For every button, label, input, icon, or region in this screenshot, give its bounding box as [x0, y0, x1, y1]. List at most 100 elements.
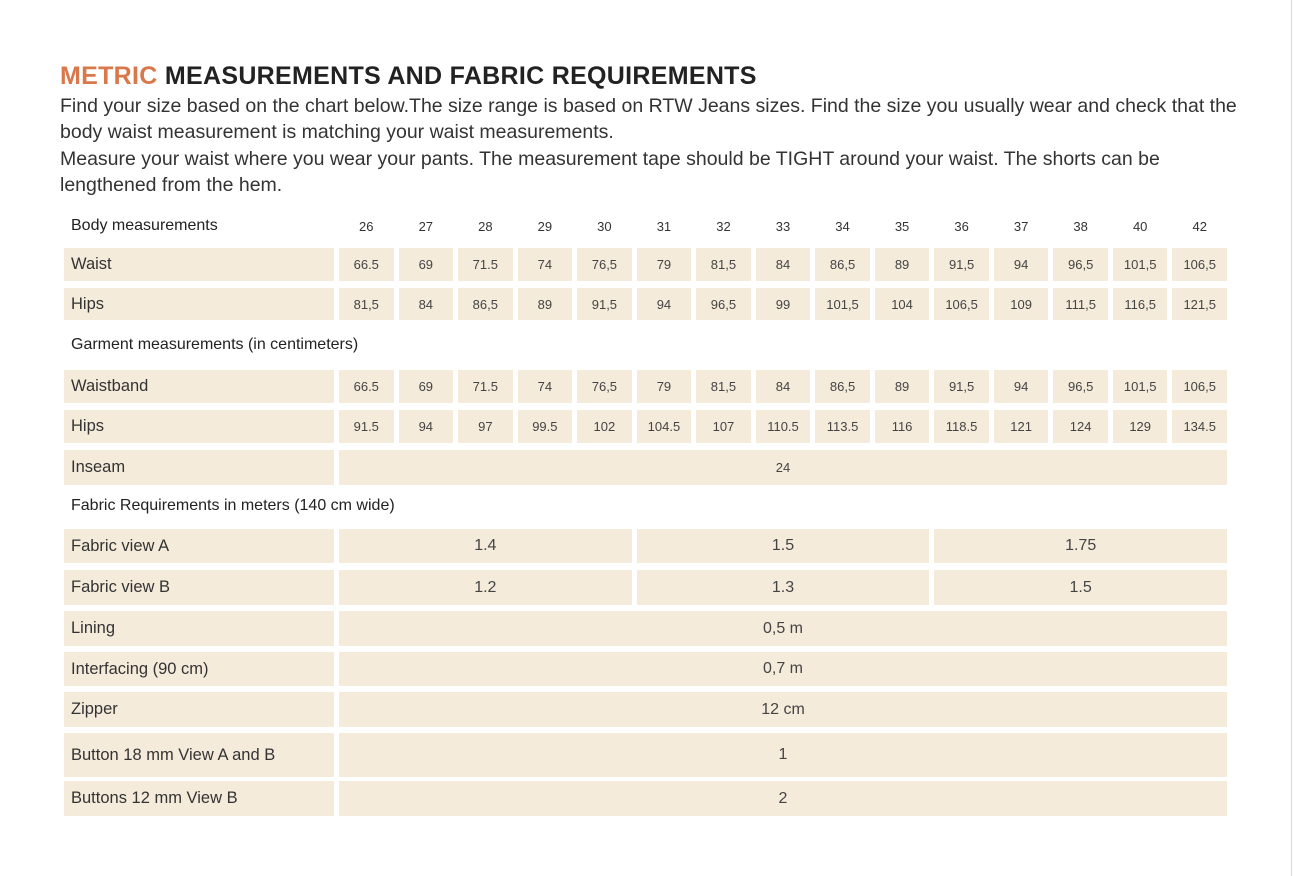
- table-cell: 81,5: [696, 370, 751, 403]
- table-cell: 124: [1053, 410, 1108, 443]
- table-cell: 2: [339, 781, 1227, 816]
- table-cell: 74: [517, 370, 573, 403]
- table-cell: 86,5: [815, 370, 870, 403]
- table-cell: 89: [874, 370, 930, 403]
- table-cell: 1.4: [339, 529, 632, 563]
- table-cell: 38: [1073, 218, 1088, 234]
- table-cell: 99: [755, 288, 811, 320]
- table-cell: 91,5: [934, 370, 989, 403]
- table-cell: 104: [874, 288, 930, 320]
- table-cell: 0,7 m: [339, 652, 1227, 686]
- table-cell: 36: [954, 218, 969, 234]
- table-cell: 94: [993, 370, 1049, 403]
- table-row: Body measurements 26 27 28 29 30 31 32 33 34 35 36 3…: [64, 212, 1227, 240]
- table-row: Inseam 24: [64, 450, 1227, 485]
- row-label: Body measurements: [71, 217, 218, 234]
- table-cell: 34: [835, 218, 850, 234]
- table-cell: 107: [696, 410, 751, 443]
- table-cell: 1.5: [934, 570, 1227, 605]
- table-cell: 97: [458, 410, 513, 443]
- table-cell: 109: [993, 288, 1049, 320]
- table-cell: 81,5: [339, 288, 394, 320]
- table-cell: 84: [755, 370, 811, 403]
- title-rest: MEASUREMENTS AND FABRIC REQUIREMENTS: [157, 62, 757, 90]
- table-row: Hips 81,5 84 86,5 89 91,5 94 96,5 99 101,5 104 106,…: [64, 288, 1227, 320]
- table-cell: 113.5: [815, 410, 870, 443]
- table-row: Zipper 12 cm: [64, 692, 1227, 727]
- table-cell: 94: [398, 410, 454, 443]
- table-cell: 42: [1192, 218, 1207, 234]
- table-cell: 1.3: [636, 570, 930, 605]
- row-label: Waistband: [64, 370, 334, 403]
- table-cell: 35: [894, 218, 910, 234]
- row-label: Interfacing (90 cm): [64, 652, 334, 686]
- table-cell: 24: [339, 450, 1227, 485]
- table-cell: 91,5: [934, 248, 989, 281]
- table-cell: 86,5: [458, 288, 513, 320]
- row-label: Hips: [64, 288, 334, 320]
- page-edge-divider: [1291, 0, 1292, 876]
- table-cell: 76,5: [577, 370, 632, 403]
- table-cell: 106,5: [1172, 370, 1227, 403]
- table-cell: 121,5: [1172, 288, 1227, 320]
- table-cell: 101,5: [1112, 370, 1168, 403]
- row-label: Buttons 12 mm View B: [64, 781, 334, 816]
- table-cell: 84: [398, 288, 454, 320]
- table-cell: 116: [874, 410, 930, 443]
- table-cell: 129: [1112, 410, 1168, 443]
- row-label: Fabric view A: [64, 529, 334, 563]
- row-label: Garment measurements (in centimeters): [71, 336, 359, 353]
- table-cell: 69: [398, 370, 454, 403]
- table-cell: 106,5: [934, 288, 989, 320]
- intro-paragraph: Measure your waist where you wear your p…: [60, 147, 1160, 196]
- table-cell: 96,5: [696, 288, 751, 320]
- table-cell: 33: [775, 218, 791, 234]
- table-cell: 106,5: [1172, 248, 1227, 281]
- table-cell: 74: [517, 248, 573, 281]
- table-cell: 89: [874, 248, 930, 281]
- table-cell: 1.5: [636, 529, 930, 563]
- section-heading: Fabric Requirements in meters (140 cm wi…: [64, 490, 1227, 522]
- table-cell: 79: [636, 248, 692, 281]
- intro-text: Find your size based on the chart below.…: [60, 93, 1240, 198]
- table-cell: 69: [398, 248, 454, 281]
- row-label: Lining: [64, 611, 334, 646]
- table-cell: 86,5: [815, 248, 870, 281]
- table-cell: 1: [339, 733, 1227, 777]
- table-cell: 94: [993, 248, 1049, 281]
- table-cell: 1.2: [339, 570, 632, 605]
- table-cell: 91,5: [577, 288, 632, 320]
- table-cell: 111,5: [1053, 288, 1108, 320]
- table-row: Hips 91.5 94 97 99.5 102 104.5 107 110.5 113.5 116…: [64, 410, 1227, 443]
- title-accent: METRIC: [60, 62, 158, 90]
- table-cell: 99.5: [517, 410, 573, 443]
- table-cell: 101,5: [815, 288, 870, 320]
- row-label: Fabric view B: [64, 570, 334, 605]
- table-cell: 81,5: [696, 248, 751, 281]
- table-cell: 110.5: [755, 410, 811, 443]
- table-row: Fabric view B 1.2 1.3 1.5: [64, 570, 1227, 605]
- table-cell: 121: [993, 410, 1049, 443]
- page-title: METRIC MEASUREMENTS AND FABRIC REQUIREME…: [60, 62, 757, 91]
- table-cell: 71.5: [458, 248, 513, 281]
- table-cell: 28: [478, 218, 493, 234]
- table-cell: 89: [517, 288, 573, 320]
- table-row: Lining 0,5 m: [64, 611, 1227, 646]
- table-cell: 40: [1132, 218, 1148, 234]
- table-cell: 84: [755, 248, 811, 281]
- table-cell: 134.5: [1172, 410, 1227, 443]
- table-row: Fabric view A 1.4 1.5 1.75: [64, 529, 1227, 563]
- table-row: Interfacing (90 cm) 0,7 m: [64, 652, 1227, 686]
- section-heading: Garment measurements (in centimeters): [64, 330, 1227, 360]
- table-cell: 31: [656, 218, 672, 234]
- table-cell: 104.5: [636, 410, 692, 443]
- table-cell: 1.75: [934, 529, 1227, 563]
- table-cell: 91.5: [339, 410, 394, 443]
- table-cell: 30: [597, 218, 612, 234]
- table-cell: 101,5: [1112, 248, 1168, 281]
- table-cell: 0,5 m: [339, 611, 1227, 646]
- table-cell: 37: [1013, 218, 1029, 234]
- table-cell: 27: [418, 218, 434, 234]
- table-row: Waistband 66.5 69 71.5 74 76,5 79 81,5 84 86,5 89 9…: [64, 370, 1227, 403]
